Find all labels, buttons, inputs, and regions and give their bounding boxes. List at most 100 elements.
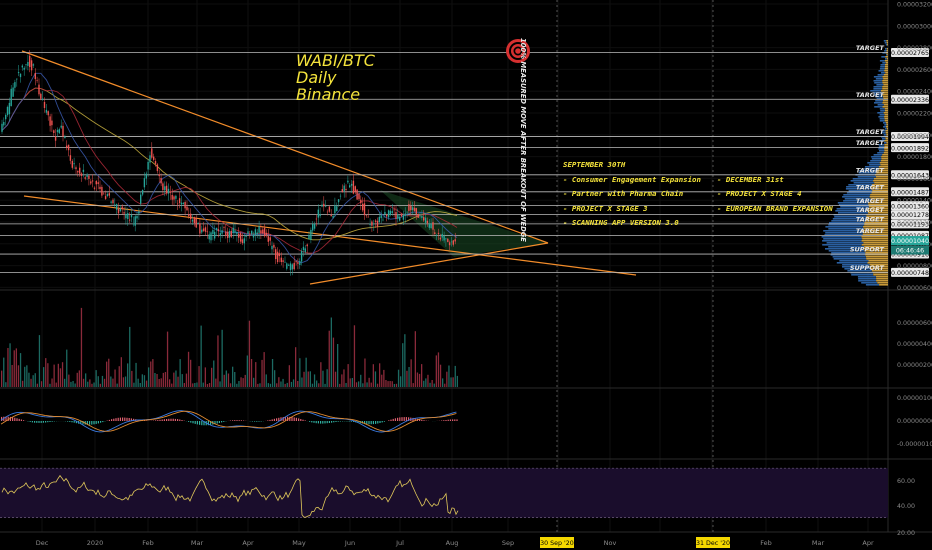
volume-profile-bar <box>870 200 888 202</box>
volume-profile-bar <box>876 170 888 172</box>
volume-bar <box>362 383 364 387</box>
volume-bar <box>85 373 87 387</box>
volume-bar <box>387 381 389 387</box>
volume-profile-bar <box>873 180 888 182</box>
volume-profile-bar <box>867 162 880 164</box>
volume-bar <box>68 374 70 387</box>
level-price-text: 0.00000916 <box>891 252 929 259</box>
macd-histogram-bar <box>122 417 124 421</box>
volume-profile-bar <box>857 176 876 178</box>
macd-histogram-bar <box>203 421 205 426</box>
candle-body <box>328 206 331 212</box>
macd-tick-label: -0.00000100 <box>897 441 932 448</box>
macd-histogram-bar <box>452 419 454 421</box>
volume-bar <box>3 357 5 387</box>
macd-histogram-bar <box>157 420 159 421</box>
macd-histogram-bar <box>328 421 330 423</box>
macd-histogram-bar <box>163 419 165 421</box>
volume-profile-bar <box>883 74 888 76</box>
volume-bar <box>36 383 38 387</box>
volume-profile-bar <box>886 54 888 56</box>
volume-profile-bar <box>885 58 887 60</box>
candle-body <box>145 173 147 179</box>
candle-body <box>201 229 203 233</box>
volume-profile-bar <box>879 60 885 62</box>
volume-profile-bar <box>879 120 885 122</box>
volume-bar <box>288 365 290 387</box>
volume-profile-bar <box>870 160 881 162</box>
volume-bar <box>246 355 248 387</box>
candle-body <box>410 206 412 211</box>
volume-profile-bar <box>873 92 883 94</box>
chart-title: WABI/BTC Daily Binance <box>296 52 375 103</box>
volume-bar <box>103 378 106 387</box>
volume-profile-bar <box>870 268 888 270</box>
volume-bar <box>299 358 301 387</box>
candle-body <box>217 229 220 232</box>
volume-bar <box>114 369 116 387</box>
macd-histogram-bar <box>256 421 258 422</box>
volume-profile-bar <box>883 84 888 86</box>
volume-profile-bar <box>883 104 888 106</box>
volume-bar <box>418 373 421 387</box>
volume-profile-bar <box>869 266 888 268</box>
candle-body <box>271 245 273 250</box>
volume-profile-bar <box>878 116 885 118</box>
volume-profile-bar <box>862 230 888 232</box>
volume-profile-bar <box>884 148 888 150</box>
candle-body <box>225 231 227 236</box>
volume-profile-bar <box>885 132 888 134</box>
macd-histogram-bar <box>313 421 315 423</box>
volume-tick-label: 0.00000200 <box>897 362 932 369</box>
rsi-line <box>1 474 459 518</box>
candle-body <box>249 234 251 236</box>
volume-bar <box>51 378 53 387</box>
volume-bar <box>22 380 24 387</box>
volume-bar <box>57 363 59 387</box>
candle-body <box>415 208 417 214</box>
candle-body <box>448 242 451 246</box>
volume-profile-bar <box>884 70 888 72</box>
candle-body <box>337 199 340 203</box>
volume-bar <box>259 383 261 387</box>
level-label: SUPPORT <box>850 246 885 254</box>
volume-profile-bar <box>886 48 888 50</box>
volume-profile-bar <box>887 44 888 46</box>
macd-histogram-bar <box>124 417 126 421</box>
macd-histogram-bar <box>196 421 198 425</box>
price-tick-label: 0.00003000 <box>897 23 932 30</box>
volume-profile-bar <box>853 182 875 184</box>
volume-bar <box>72 381 74 387</box>
volume-profile-bar <box>859 170 877 172</box>
macd-histogram-bar <box>315 421 317 424</box>
macd-histogram-bar <box>47 421 49 423</box>
volume-profile-bar <box>882 86 888 88</box>
macd-histogram-bar <box>370 421 372 425</box>
volume-bar <box>431 380 433 387</box>
candle-body <box>256 232 258 234</box>
volume-bar <box>34 373 36 387</box>
volume-bar <box>250 359 253 387</box>
volume-profile-bar <box>822 244 862 246</box>
volume-profile-bar <box>858 172 877 174</box>
level-price-tag <box>891 187 929 197</box>
candle-body <box>27 62 29 66</box>
macd-histogram-bar <box>73 421 75 423</box>
volume-bar <box>437 352 440 387</box>
candle-body <box>136 215 138 219</box>
candle-body <box>389 210 392 215</box>
volume-bar <box>162 372 164 387</box>
candle-body <box>75 167 77 170</box>
volume-bar <box>389 381 391 387</box>
candle-body <box>354 186 356 192</box>
candle-body <box>417 214 419 218</box>
candle-body <box>276 251 279 263</box>
volume-bar <box>295 347 297 387</box>
volume-bar <box>313 374 316 387</box>
candle-body <box>325 206 327 207</box>
volume-profile-bar <box>865 256 888 258</box>
candle-body <box>288 264 290 266</box>
macd-histogram-bar <box>75 421 77 424</box>
candle-body <box>315 218 318 220</box>
